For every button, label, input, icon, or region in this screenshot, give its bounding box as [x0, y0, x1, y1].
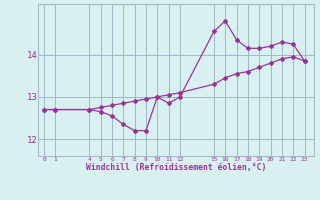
X-axis label: Windchill (Refroidissement éolien,°C): Windchill (Refroidissement éolien,°C)	[86, 163, 266, 172]
